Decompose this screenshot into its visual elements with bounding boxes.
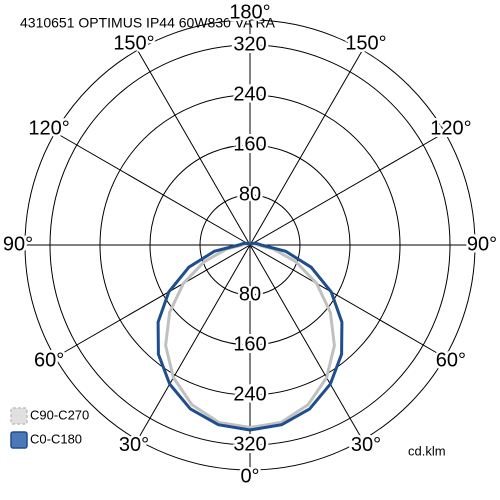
theta-tick-label: 90° — [467, 233, 497, 255]
theta-tick-label: 60° — [34, 349, 64, 371]
theta-tick-label: 30° — [351, 434, 381, 456]
radial-grid-line — [249, 49, 363, 246]
theta-tick-label: 180° — [229, 1, 270, 23]
theta-tick-label: 150° — [345, 32, 386, 54]
legend-swatch — [10, 407, 28, 425]
radial-grid-line — [137, 49, 251, 246]
r-tick-label: 80 — [239, 183, 261, 205]
legend-swatch — [10, 431, 28, 449]
radial-grid-line — [249, 132, 446, 246]
theta-tick-label: 150° — [113, 32, 154, 54]
theta-tick-label: 0° — [240, 465, 259, 487]
unit-label: cd.klm — [408, 443, 446, 458]
theta-tick-label: 60° — [436, 349, 466, 371]
chart-title: 4310651 OPTIMUS IP44 60W830 VA RA — [20, 15, 276, 31]
theta-tick-label: 120° — [28, 117, 69, 139]
legend-label: C90-C270 — [30, 407, 89, 422]
theta-tick-label: 120° — [430, 117, 471, 139]
radial-grid-line — [249, 244, 446, 358]
radial-grid-line — [249, 244, 363, 441]
radial-grid-line — [137, 244, 251, 441]
r-tick-label: 320 — [233, 33, 266, 55]
intensity-curve — [156, 241, 252, 432]
theta-tick-label: 90° — [3, 233, 33, 255]
theta-tick-label: 30° — [119, 434, 149, 456]
r-tick-label: 240 — [233, 383, 266, 405]
legend-label: C0-C180 — [30, 431, 82, 446]
intensity-curve — [248, 241, 344, 432]
r-tick-label: 320 — [233, 433, 266, 455]
r-tick-label: 160 — [233, 133, 266, 155]
r-tick-label: 80 — [239, 283, 261, 305]
r-tick-label: 240 — [233, 83, 266, 105]
radial-grid-line — [54, 244, 251, 358]
radial-grid-line — [54, 132, 251, 246]
r-tick-label: 160 — [233, 333, 266, 355]
